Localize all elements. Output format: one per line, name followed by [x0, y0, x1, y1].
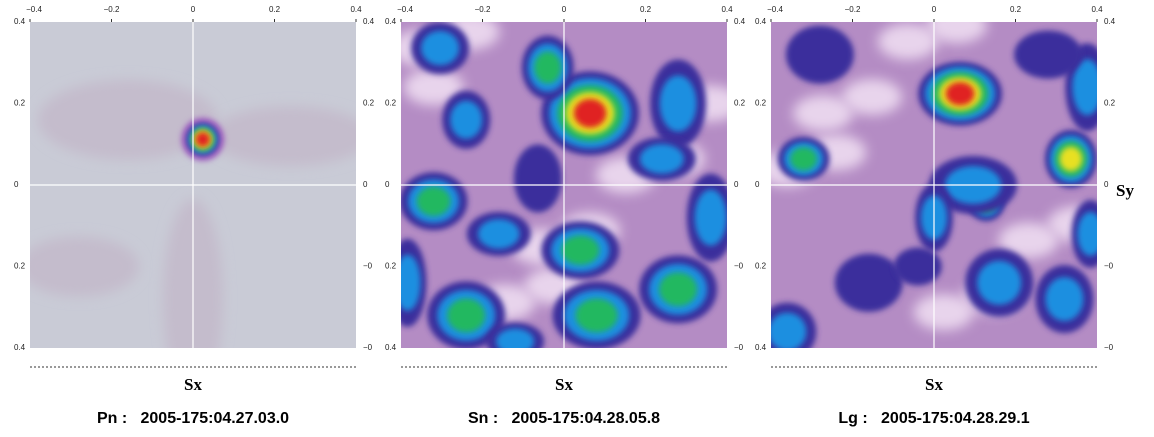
panel-caption: Sn : 2005-175:04.28.05.8: [468, 410, 660, 427]
x-tick-label: 0.2: [269, 5, 281, 14]
x-tick-label: 0.2: [1010, 5, 1022, 14]
y-tick-label: 0: [734, 180, 739, 189]
y-tick-label: −0: [1104, 262, 1114, 271]
y-tick-label: 0.2: [385, 99, 397, 108]
heatmap: [401, 22, 727, 348]
y-tick-label: 0.2: [14, 262, 26, 271]
x-tick-label: 0: [562, 5, 567, 14]
y-tick-label: −0: [1104, 343, 1114, 352]
panel-caption: Pn : 2005-175:04.27.03.0: [97, 410, 289, 427]
heatmap: [30, 22, 356, 348]
x-tick-label: 0: [191, 5, 196, 14]
y-tick-label: −0: [734, 343, 744, 352]
y-tick-label: 0: [755, 180, 760, 189]
x-tick-label: 0.4: [350, 5, 362, 14]
y-tick-label: 0.4: [755, 343, 767, 352]
y-tick-label: 0.2: [1104, 99, 1116, 108]
panel: −0.4 −0.2 0 0.2 0.40.40.200.20.40.40.20−0−0S…: [14, 5, 375, 427]
y-tick-label: 0.2: [385, 262, 397, 271]
x-tick-label: −0.4: [397, 5, 413, 14]
x-tick-label: −0.4: [767, 5, 783, 14]
x-tick-label: −0.2: [475, 5, 491, 14]
x-axis-label: Sx: [925, 375, 943, 394]
y-tick-label: 0.4: [363, 17, 375, 26]
y-tick-label: −0: [363, 262, 373, 271]
y-tick-label: 0.2: [755, 99, 767, 108]
x-tick-label: 0.4: [721, 5, 733, 14]
x-tick-label: −0.2: [845, 5, 861, 14]
y-axis-label: Sy: [1116, 181, 1134, 200]
y-tick-label: 0.4: [1104, 17, 1116, 26]
x-tick-label: 0.4: [1091, 5, 1103, 14]
x-tick-label: −0.2: [104, 5, 120, 14]
y-tick-label: −0: [734, 262, 744, 271]
panel: −0.4 −0.2 0 0.2 0.40.40.200.20.40.40.20−0−0S…: [755, 5, 1116, 427]
y-tick-label: 0.2: [755, 262, 767, 271]
panel: −0.4 −0.2 0 0.2 0.40.40.200.20.40.40.20−0−0S…: [385, 5, 746, 427]
y-tick-label: 0.2: [734, 99, 746, 108]
x-tick-label: 0: [932, 5, 937, 14]
y-tick-label: 0.2: [14, 99, 26, 108]
y-tick-label: 0: [14, 180, 19, 189]
y-tick-label: 0.4: [385, 343, 397, 352]
y-tick-label: 0.4: [385, 17, 397, 26]
y-tick-label: 0.4: [734, 17, 746, 26]
heatmap: [771, 22, 1097, 348]
x-axis-label: Sx: [184, 375, 202, 394]
y-tick-label: 0.4: [755, 17, 767, 26]
y-tick-label: 0: [1104, 180, 1109, 189]
y-tick-label: −0: [363, 343, 373, 352]
x-tick-label: 0.2: [640, 5, 652, 14]
y-tick-label: 0: [363, 180, 368, 189]
y-tick-label: 0.2: [363, 99, 375, 108]
panel-caption: Lg : 2005-175:04.28.29.1: [838, 410, 1029, 427]
x-axis-label: Sx: [555, 375, 573, 394]
y-tick-label: 0: [385, 180, 390, 189]
x-tick-label: −0.4: [26, 5, 42, 14]
y-tick-label: 0.4: [14, 343, 26, 352]
y-tick-label: 0.4: [14, 17, 26, 26]
